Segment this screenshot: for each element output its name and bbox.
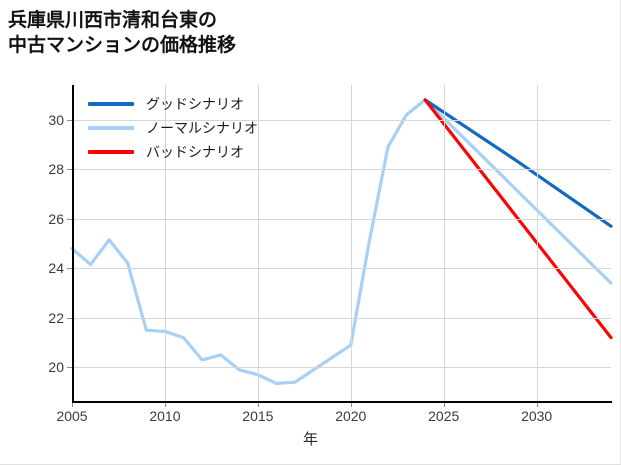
x-tick-label: 2010 [149, 408, 181, 424]
x-tick-label: 2020 [335, 408, 367, 424]
x-tick-mark [443, 402, 445, 407]
legend-label-good: グッドシナリオ [146, 96, 244, 112]
x-tick-mark [536, 402, 538, 407]
y-tick-label: 26 [48, 210, 64, 227]
chart-title: 兵庫県川西市清和台東の 中古マンションの価格推移 [8, 10, 237, 57]
x-tick-mark [164, 402, 166, 407]
x-tick-label: 2005 [56, 408, 88, 424]
legend-swatch-good [88, 102, 134, 106]
y-tick-mark [67, 119, 72, 121]
x-tick-label: 2025 [428, 408, 460, 424]
y-tick-mark [67, 169, 72, 171]
x-axis-line [72, 401, 612, 403]
legend-label-normal: ノーマルシナリオ [146, 120, 258, 136]
legend-swatch-bad [88, 150, 134, 154]
x-tick-label: 2015 [242, 408, 274, 424]
y-tick-label: 20 [48, 359, 64, 376]
x-gridline [443, 85, 445, 402]
y-tick-label: 28 [48, 161, 64, 178]
chart-legend: グッドシナリオ ノーマルシナリオ バッドシナリオ [88, 92, 308, 164]
y-tick-label: 24 [48, 260, 64, 277]
x-gridline [257, 85, 259, 402]
y-tick-mark [67, 367, 72, 369]
x-axis-title: 年 [302, 431, 318, 448]
x-tick-mark [72, 402, 73, 407]
y-gridline [72, 317, 611, 319]
x-gridline [350, 85, 352, 402]
y-tick-mark [67, 317, 72, 319]
y-axis-line [72, 85, 74, 403]
legend-item-bad[interactable]: バッドシナリオ [88, 140, 308, 164]
x-gridline [164, 85, 166, 402]
y-gridline [72, 119, 611, 121]
y-tick-label: 22 [48, 309, 64, 326]
legend-swatch-normal [88, 126, 134, 130]
plot-area [67, 85, 613, 407]
y-gridline [72, 218, 611, 220]
legend-item-good[interactable]: グッドシナリオ [88, 92, 308, 116]
series-line [70, 98, 613, 386]
y-gridline [72, 169, 611, 171]
y-gridline [72, 268, 611, 270]
y-gridline [72, 367, 611, 369]
y-tick-label: 30 [48, 111, 64, 128]
x-tick-mark [350, 402, 352, 407]
y-tick-mark [67, 268, 72, 270]
legend-item-normal[interactable]: ノーマルシナリオ [88, 116, 308, 140]
x-tick-label: 2030 [521, 408, 553, 424]
x-gridline [536, 85, 538, 402]
legend-label-bad: バッドシナリオ [146, 144, 244, 160]
y-tick-mark [67, 218, 72, 220]
series-line [423, 98, 613, 340]
x-tick-mark [257, 402, 259, 407]
